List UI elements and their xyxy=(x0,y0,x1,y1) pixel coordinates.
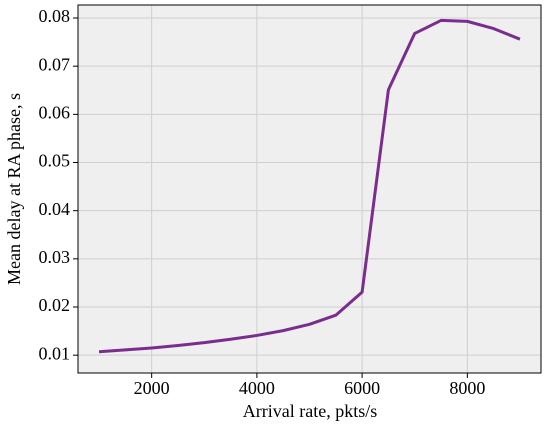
y-tick-label: 0.07 xyxy=(39,54,71,74)
y-tick-label: 0.06 xyxy=(39,102,71,122)
y-tick-label: 0.03 xyxy=(39,247,71,267)
plot-frame xyxy=(77,4,542,374)
x-tick-label: 8000 xyxy=(449,378,485,398)
y-axis-label: Mean delay at RA phase, s xyxy=(4,93,24,285)
y-tick-label: 0.04 xyxy=(39,199,71,219)
x-tick-label: 4000 xyxy=(239,378,275,398)
y-tick-label: 0.08 xyxy=(39,6,71,26)
y-tick-label: 0.02 xyxy=(39,295,71,315)
data-line xyxy=(98,18,521,354)
x-tick-label: 2000 xyxy=(134,378,170,398)
plot-area xyxy=(78,5,541,373)
y-tick-label: 0.05 xyxy=(39,151,71,171)
x-tick-label: 6000 xyxy=(344,378,380,398)
x-axis-label: Arrival rate, pkts/s xyxy=(243,401,377,421)
y-tick-label: 0.01 xyxy=(39,343,71,363)
